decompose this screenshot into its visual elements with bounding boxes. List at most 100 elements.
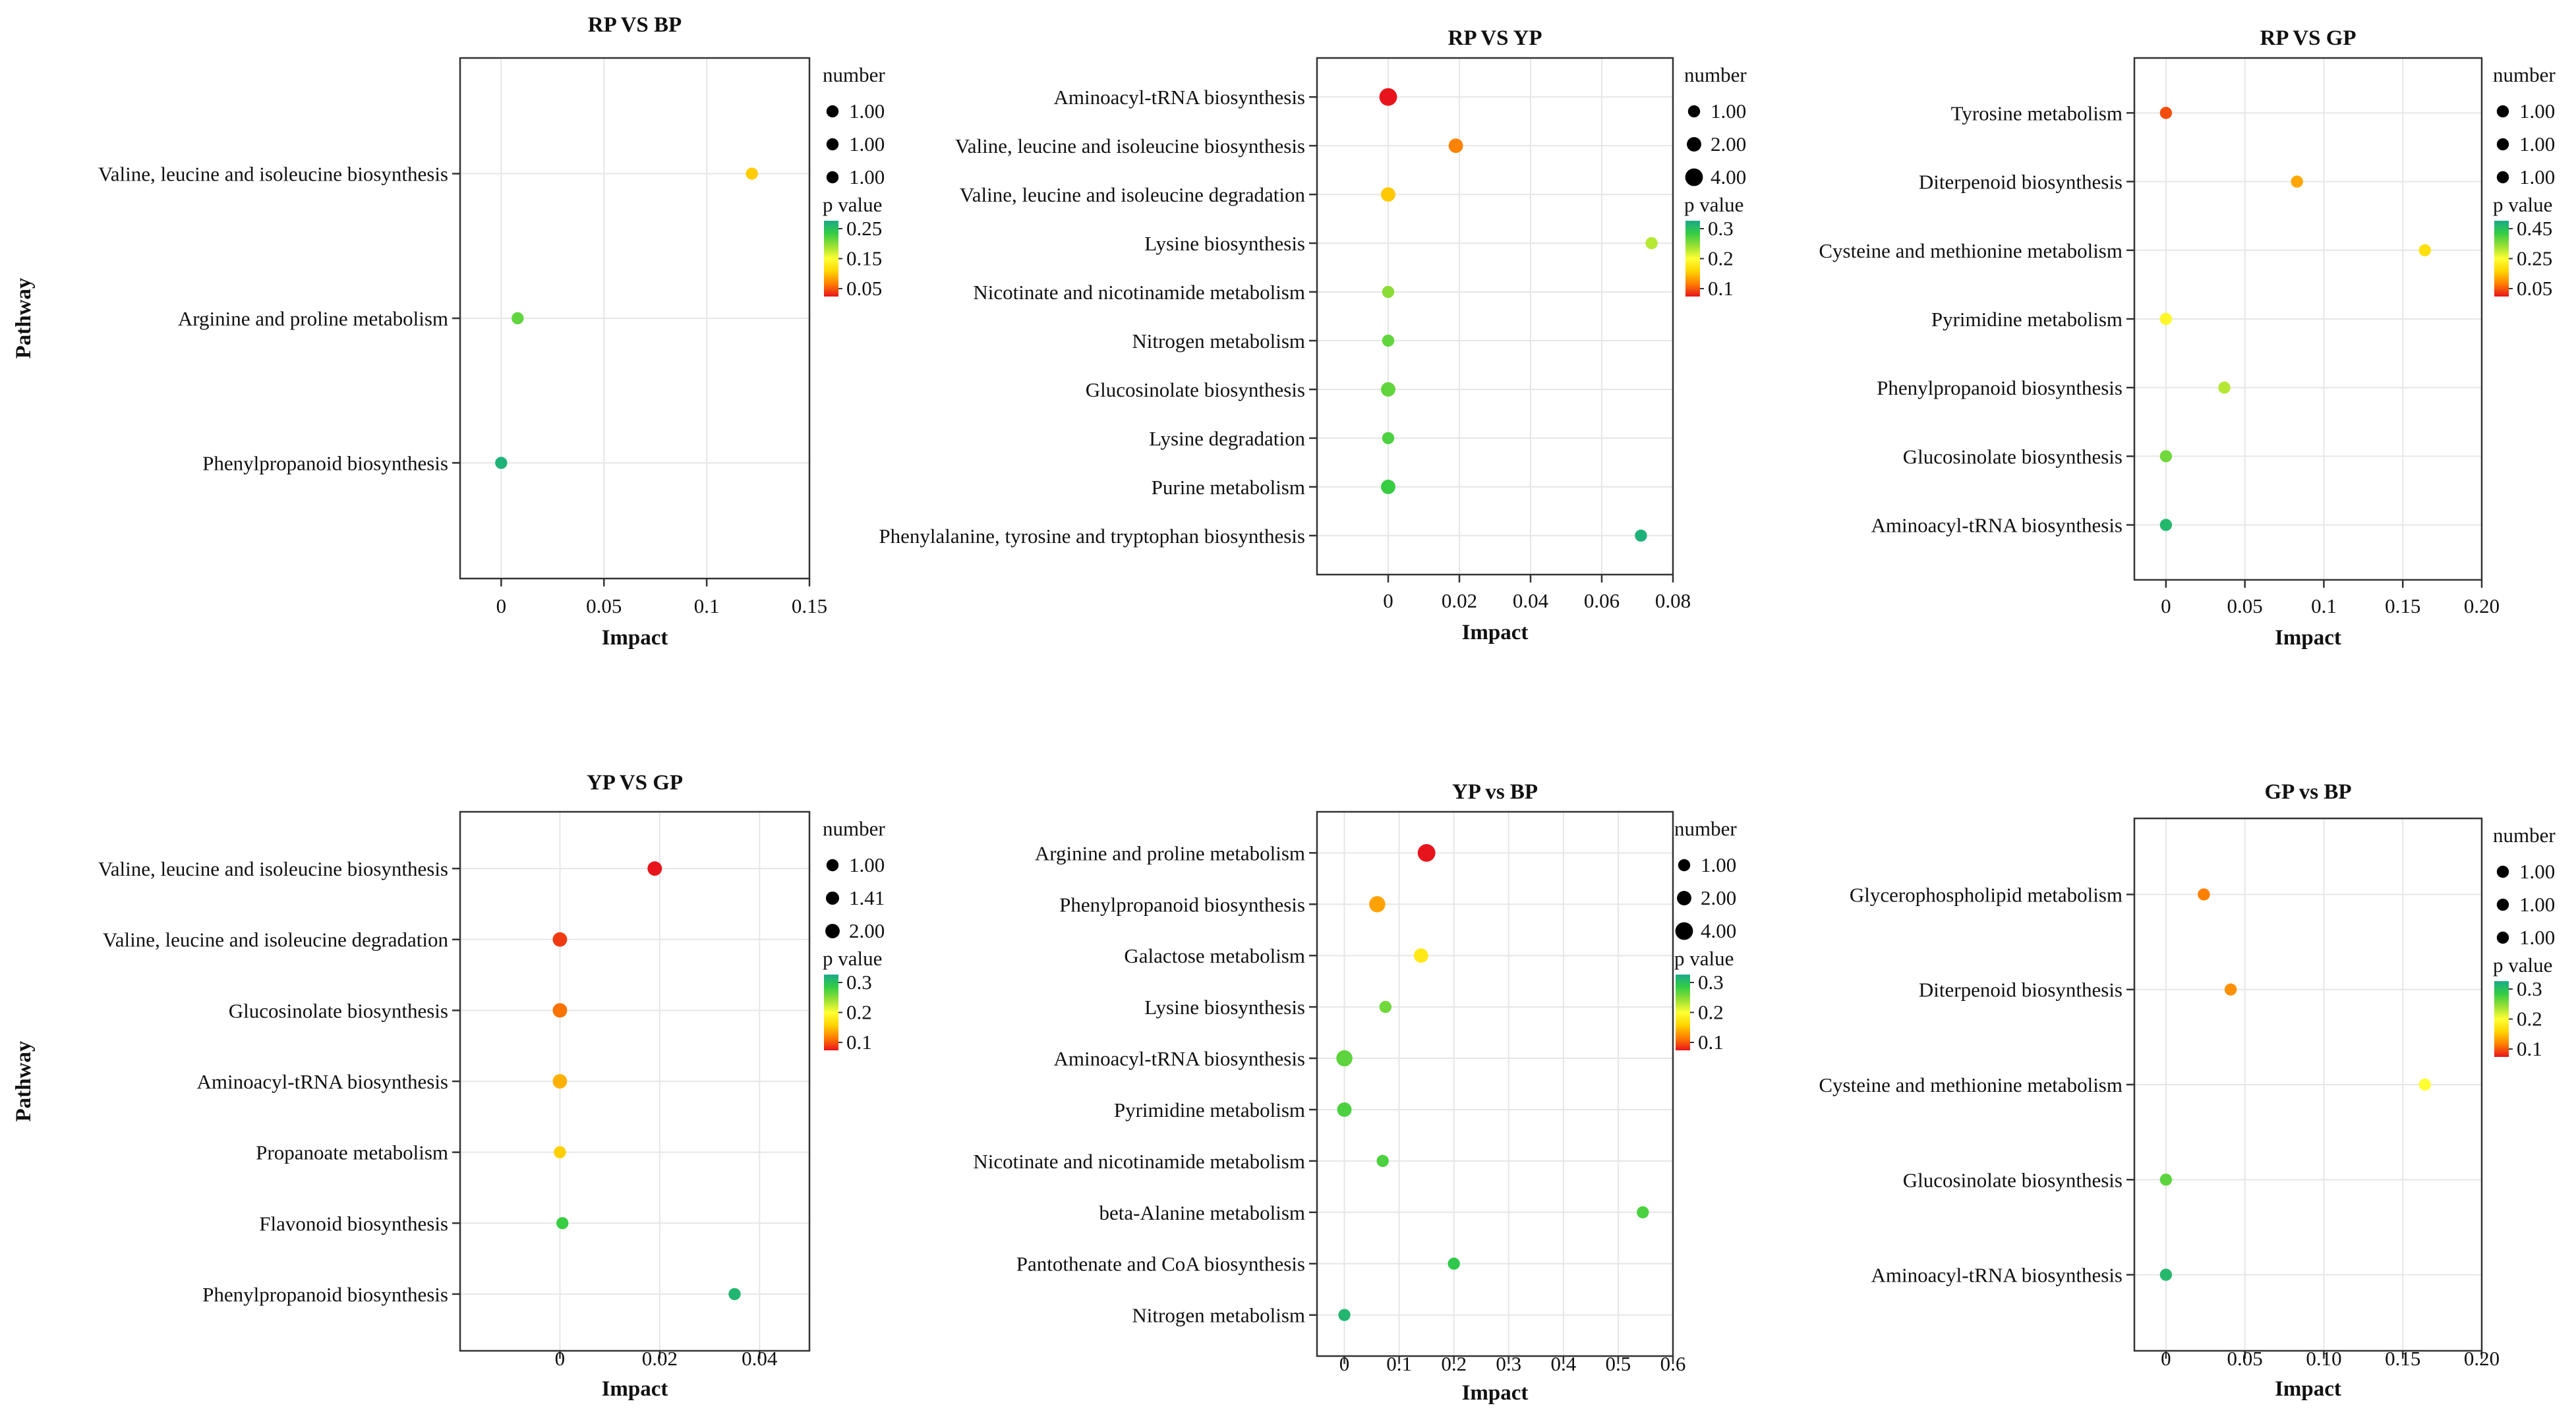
x-tick-label: 0.15 (792, 594, 827, 617)
data-point (1645, 237, 1658, 250)
x-tick-label: 0.20 (2464, 594, 2500, 617)
data-point (1338, 1309, 1351, 1321)
data-point (746, 167, 758, 180)
color-legend-title: p value (1674, 947, 1734, 970)
chart-title: RP VS BP (588, 13, 682, 37)
x-tick-label: 0 (2161, 594, 2171, 617)
y-category-label: Valine, leucine and isoleucine degradati… (960, 183, 1306, 206)
size-legend-marker (2496, 931, 2509, 944)
color-legend-bar (1676, 975, 1690, 1050)
x-tick-label: 0.4 (1550, 1352, 1576, 1375)
y-category-label: Lysine degradation (1149, 427, 1305, 450)
y-category-label: Propanoate metabolism (256, 1141, 448, 1164)
x-tick-label: 0.05 (586, 594, 622, 617)
data-point (512, 312, 524, 325)
y-category-label: Cysteine and methionine metabolism (1819, 1073, 2122, 1096)
size-legend-marker (826, 859, 839, 872)
data-point (552, 1074, 568, 1089)
y-category-label: Cysteine and methionine metabolism (1819, 239, 2122, 262)
data-point (1635, 529, 1647, 542)
data-point (1413, 948, 1428, 963)
x-tick-label: 0 (555, 1347, 566, 1370)
size-legend-label: 1.00 (2519, 99, 2555, 123)
y-category-label: Phenylpropanoid biosynthesis (202, 451, 448, 474)
chart-panel-3: RP VS GP 0 0.05 0.1 0.15 0.20 Impact Tyrosine m… (1819, 26, 2556, 650)
color-legend-label: 0.25 (2517, 247, 2552, 270)
y-category-label: beta-Alanine metabolism (1099, 1201, 1305, 1224)
size-legend-marker (1677, 891, 1691, 905)
y-category-label: Purine metabolism (1152, 476, 1305, 499)
y-category-label: Galactose metabolism (1124, 944, 1305, 967)
y-category-label: Nitrogen metabolism (1132, 1304, 1305, 1327)
size-legend-label: 1.00 (1711, 99, 1746, 123)
data-point (1381, 382, 1395, 397)
size-legend-label: 2.00 (1701, 886, 1736, 909)
color-legend-label: 0.3 (2517, 977, 2542, 1000)
size-legend-label: 1.00 (1701, 853, 1736, 876)
data-point (2418, 1078, 2431, 1091)
data-point (552, 932, 568, 947)
size-legend-marker (1678, 859, 1691, 872)
data-point (1417, 843, 1436, 862)
color-legend-label: 0.05 (846, 277, 882, 300)
chart-panel-1: RP VS BP 0 0.05 0.1 0.15 Impact Valine, leucin… (12, 13, 885, 650)
y-category-label: Lysine biosynthesis (1144, 232, 1305, 255)
data-point (1381, 187, 1395, 202)
x-axis-label: Impact (1462, 1381, 1529, 1405)
size-legend-label: 1.00 (849, 853, 885, 876)
y-category-label: Aminoacyl-tRNA biosynthesis (1871, 1264, 2122, 1287)
data-point (1448, 138, 1463, 154)
data-point (647, 861, 662, 876)
y-category-label: Aminoacyl-tRNA biosynthesis (1054, 86, 1305, 109)
size-legend-label: 2.00 (1711, 132, 1746, 156)
x-tick-label: 0 (496, 594, 507, 617)
x-tick-label: 0.5 (1606, 1352, 1631, 1375)
size-legend-marker (825, 924, 840, 938)
data-point (1336, 1050, 1353, 1067)
y-category-label: Glucosinolate biosynthesis (1086, 378, 1305, 401)
size-legend-marker (2496, 898, 2509, 911)
x-tick-label: 0 (1339, 1352, 1350, 1375)
x-tick-label: 0.05 (2227, 1347, 2263, 1370)
y-category-label: Nicotinate and nicotinamide metabolism (973, 1150, 1305, 1173)
x-tick-label: 0.06 (1584, 589, 1620, 612)
chart-panel-5: YP vs BP 0 0.1 0.2 0.3 0.4 0.5 0.6 Impact Arginin… (973, 780, 1737, 1405)
data-point (1381, 479, 1395, 494)
y-category-label: Valine, leucine and isoleucine biosynthe… (98, 857, 448, 880)
x-tick-label: 0.04 (1513, 589, 1549, 612)
data-point (1637, 1206, 1649, 1219)
y-category-label: Phenylpropanoid biosynthesis (1059, 893, 1305, 916)
size-legend-title: number (1674, 817, 1737, 840)
x-tick-label: 0.2 (1441, 1352, 1467, 1375)
x-tick-label: 0.20 (2464, 1347, 2500, 1370)
x-tick-label: 0.05 (2227, 594, 2263, 617)
size-legend-marker (1675, 922, 1693, 940)
chart-title: YP VS GP (587, 771, 683, 795)
size-legend-marker (2496, 171, 2509, 184)
y-category-label: Phenylalanine, tyrosine and tryptophan b… (879, 525, 1305, 548)
y-category-label: Diterpenoid biosynthesis (1919, 171, 2122, 194)
color-legend-bar (824, 975, 838, 1050)
plot-frame (1316, 810, 1674, 1357)
color-legend-label: 0.2 (2517, 1008, 2542, 1031)
size-legend-label: 1.00 (2519, 926, 2555, 949)
data-point (2218, 382, 2231, 394)
data-point (2224, 983, 2237, 996)
x-tick-label: 0.1 (694, 594, 720, 617)
data-point (1382, 432, 1395, 445)
x-axis-label: Impact (2275, 626, 2341, 650)
color-legend-label: 0.1 (2517, 1037, 2542, 1060)
data-point (2198, 888, 2210, 901)
size-legend-marker (826, 892, 839, 905)
y-category-label: Pyrimidine metabolism (1931, 308, 2122, 331)
size-legend-title: number (2493, 824, 2556, 847)
data-point (495, 457, 508, 469)
size-legend-marker (1687, 105, 1701, 118)
size-legend-label: 1.00 (849, 132, 885, 156)
size-legend-marker (2496, 138, 2509, 151)
size-legend-label: 4.00 (1711, 165, 1746, 188)
chart-panel-4: YP VS GP 0 0.02 0.04 Impact Valine, leucine a… (12, 771, 885, 1401)
x-tick-label: 0.04 (742, 1347, 778, 1370)
y-category-label: Diterpenoid biosynthesis (1919, 979, 2122, 1002)
